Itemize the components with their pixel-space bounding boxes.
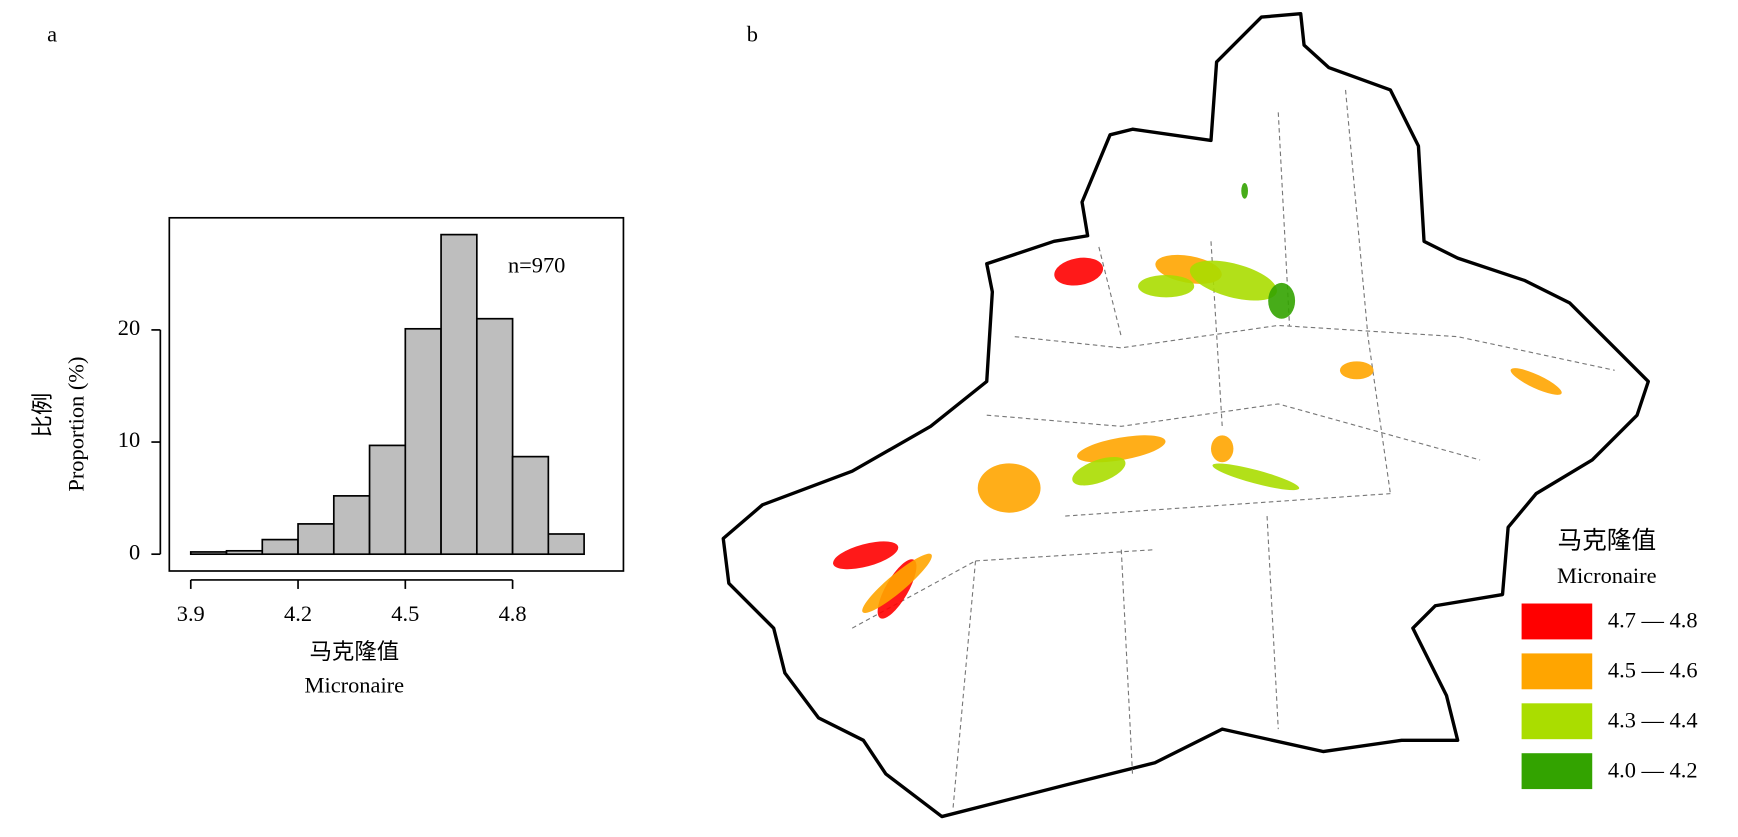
county-borders <box>851 89 1615 808</box>
x-tick-label: 4.8 <box>499 601 527 626</box>
cotton-area <box>1072 456 1126 486</box>
bar <box>511 455 550 556</box>
map <box>721 12 1650 819</box>
y-tick-label: 20 <box>118 315 140 340</box>
cotton-area <box>1138 274 1195 298</box>
region-outline <box>721 12 1650 819</box>
annotation: n=970 <box>508 252 565 277</box>
cotton-area <box>977 463 1041 513</box>
cotton-area <box>1189 260 1277 301</box>
cotton-area <box>1241 183 1248 199</box>
x-axis-label: 马克隆值 <box>310 639 400 664</box>
panel-label: a <box>47 21 57 46</box>
legend-label: 4.7 — 4.8 <box>1608 608 1698 633</box>
legend-label: 4.3 — 4.4 <box>1608 708 1698 733</box>
legend-swatch <box>1521 603 1593 640</box>
bar <box>475 317 514 556</box>
x-tick-label: 3.9 <box>177 601 205 626</box>
legend-label: 4.5 — 4.6 <box>1608 658 1698 683</box>
bar <box>332 495 371 556</box>
x-tick-label: 4.5 <box>391 601 419 626</box>
y-tick-label: 10 <box>118 427 140 452</box>
bar <box>404 327 442 556</box>
bar <box>368 444 407 556</box>
cotton-area <box>1210 435 1234 463</box>
bar <box>297 523 335 556</box>
cotton-area <box>833 541 899 570</box>
y-axis-label: Proportion (%) <box>64 357 89 492</box>
bar <box>261 538 299 556</box>
x-axis-label: Micronaire <box>305 673 405 698</box>
bar <box>225 549 264 556</box>
legend-subtitle: Micronaire <box>1557 563 1657 588</box>
cotton-area <box>1339 361 1374 380</box>
bar <box>547 533 585 556</box>
cotton-area <box>1268 282 1296 319</box>
y-tick-label: 0 <box>129 539 140 564</box>
plot-frame <box>168 216 625 572</box>
cotton-area <box>862 553 932 613</box>
cotton-area <box>1510 368 1562 395</box>
legend-swatch <box>1521 753 1593 790</box>
legend-swatch <box>1521 703 1593 740</box>
cotton-area <box>1054 257 1104 286</box>
legend-label: 4.0 — 4.2 <box>1608 757 1698 782</box>
cotton-area <box>1212 463 1300 491</box>
panel-label: b <box>747 21 758 46</box>
cotton-area <box>1077 435 1166 463</box>
x-tick-label: 4.2 <box>284 601 312 626</box>
bar <box>189 551 228 556</box>
legend-swatch <box>1521 653 1593 690</box>
bar <box>440 233 478 556</box>
legend-title: 马克隆值 <box>1557 527 1656 555</box>
y-axis-label: 比例 <box>30 393 55 438</box>
